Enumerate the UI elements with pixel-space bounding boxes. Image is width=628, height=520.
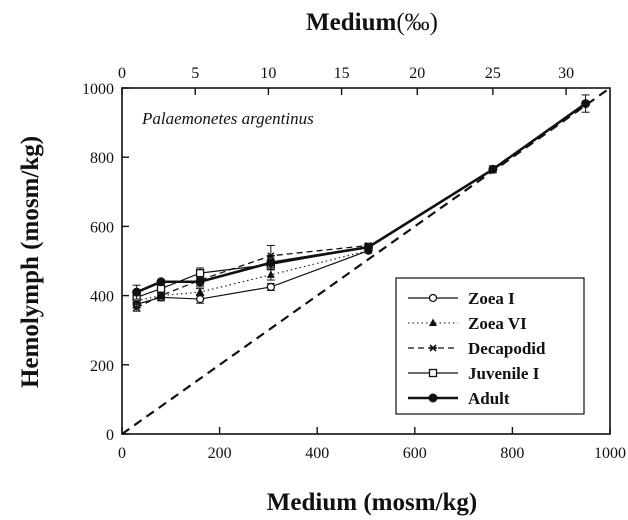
series-layer bbox=[121, 87, 611, 435]
legend-label: Juvenile I bbox=[468, 364, 540, 383]
top-tick-label: 0 bbox=[118, 65, 126, 82]
plot-frame bbox=[121, 87, 611, 435]
top-tick-label: 20 bbox=[409, 65, 425, 82]
data-point bbox=[429, 344, 437, 352]
legend-box bbox=[395, 277, 585, 415]
data-point bbox=[132, 304, 141, 312]
series-zoea-i bbox=[132, 246, 373, 309]
star-stroke bbox=[133, 304, 141, 312]
data-point bbox=[266, 270, 275, 278]
data-point bbox=[428, 368, 438, 378]
top-axis-title: Medium(‰) bbox=[306, 9, 438, 36]
legend-label: Decapodid bbox=[468, 339, 546, 358]
top-axis-title-main: Medium bbox=[306, 9, 396, 36]
y-tick-label: 0 bbox=[106, 427, 114, 444]
species-annotation: Palaemonetes argentinus bbox=[141, 109, 314, 128]
data-point bbox=[195, 294, 205, 304]
y-tick-label: 400 bbox=[90, 289, 114, 306]
legend-label: Zoea VI bbox=[468, 314, 527, 333]
legend-label: Zoea I bbox=[468, 289, 515, 308]
data-point bbox=[132, 287, 142, 297]
legend-label: Adult bbox=[468, 389, 510, 408]
series-line bbox=[136, 250, 369, 302]
top-tick-label: 30 bbox=[558, 65, 574, 82]
y-tick-label: 200 bbox=[90, 358, 114, 375]
series-zoea-vi bbox=[132, 246, 373, 305]
left-axis-ticks: 0 200 400 600 800 1000 bbox=[82, 81, 129, 444]
isosmotic-line bbox=[121, 87, 611, 435]
y-tick-label: 1000 bbox=[82, 81, 114, 98]
data-point bbox=[195, 277, 205, 287]
data-point bbox=[429, 318, 437, 326]
legend: Zoea I Zoea VI Decapodid Juvenile I Adult bbox=[395, 277, 585, 415]
top-tick-label: 10 bbox=[260, 65, 276, 82]
top-axis-title-unit: (‰) bbox=[396, 9, 438, 36]
top-tick-label: 5 bbox=[191, 65, 199, 82]
top-tick-label: 15 bbox=[334, 65, 350, 82]
y-tick-label: 800 bbox=[90, 150, 114, 167]
y-tick-label: 600 bbox=[90, 219, 114, 236]
data-point bbox=[266, 282, 275, 292]
data-point bbox=[196, 287, 205, 296]
x-axis-title: Medium (mosm/kg) bbox=[267, 489, 477, 516]
top-tick-label: 25 bbox=[485, 65, 501, 82]
x-tick-label: 600 bbox=[403, 445, 427, 462]
x-tick-label: 800 bbox=[500, 445, 524, 462]
star-stroke bbox=[429, 344, 437, 352]
x-tick-label: 400 bbox=[305, 445, 329, 462]
data-point bbox=[156, 277, 166, 287]
x-tick-label: 1000 bbox=[594, 445, 626, 462]
data-point bbox=[428, 293, 438, 303]
data-point bbox=[581, 99, 591, 109]
x-tick-label: 0 bbox=[118, 445, 126, 462]
data-point bbox=[195, 268, 205, 278]
data-point bbox=[266, 258, 276, 268]
series-line bbox=[136, 250, 369, 305]
data-point bbox=[363, 242, 373, 252]
y-axis-title: Hemolymph (mosm/kg) bbox=[17, 136, 44, 388]
data-point bbox=[428, 393, 438, 403]
data-point bbox=[488, 164, 498, 174]
bottom-axis-ticks: 0 200 400 600 800 1000 bbox=[118, 427, 626, 462]
top-axis-ticks: 0 5 10 15 20 25 30 bbox=[118, 65, 574, 95]
plot-area bbox=[121, 87, 611, 435]
series-adult bbox=[132, 94, 591, 300]
x-tick-label: 200 bbox=[208, 445, 232, 462]
